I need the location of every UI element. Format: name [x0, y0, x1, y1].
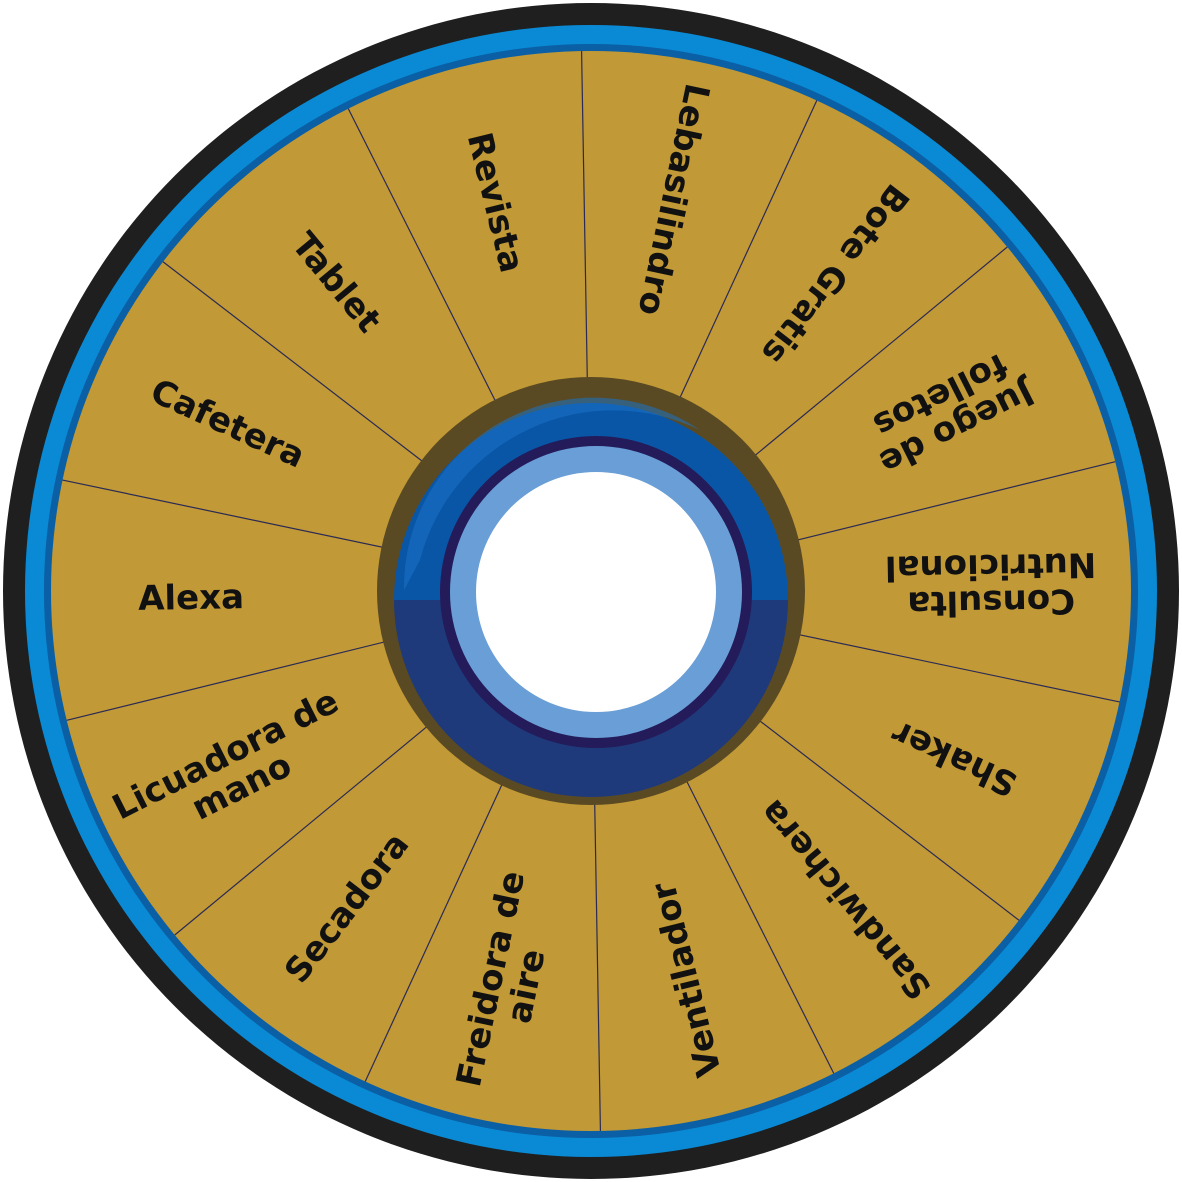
segment-divider: [679, 100, 818, 399]
hub-highlight: [403, 397, 700, 590]
segment-divider: [754, 246, 1008, 457]
segment-divider: [685, 780, 835, 1074]
segment-label-line: Consulta: [907, 581, 1075, 624]
segment-label: ConsultaNutricional: [885, 544, 1098, 624]
segment-label-line: Alexa: [138, 577, 245, 619]
segment-divider: [62, 479, 384, 549]
segment-dividers: [62, 51, 1120, 1131]
segment-divider: [580, 51, 588, 380]
segment-divider: [162, 261, 424, 463]
segment-divider: [594, 802, 602, 1131]
segment-label: Alexa: [138, 577, 245, 619]
segment-divider: [758, 719, 1020, 921]
segment-divider: [798, 633, 1120, 703]
segment-divider: [66, 641, 386, 721]
wheel-hub[interactable]: [377, 377, 805, 805]
segment-divider: [364, 783, 503, 1082]
segment-divider: [796, 461, 1116, 541]
hub-center: [476, 472, 716, 712]
segment-label-line: Nutricional: [885, 544, 1097, 588]
segment-divider: [174, 725, 428, 936]
segment-divider: [347, 108, 497, 402]
